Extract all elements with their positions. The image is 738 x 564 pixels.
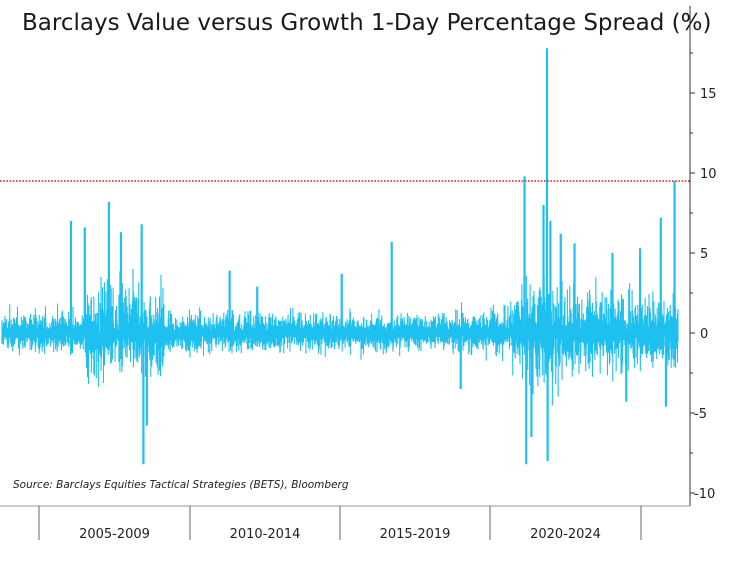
x-category-label: 2015-2019	[380, 527, 451, 542]
y-axis: 15 10 5 0 -5 -10	[689, 6, 717, 506]
x-category-label: 2020-2024	[530, 527, 601, 542]
y-tick-label: 0	[700, 327, 708, 342]
source-note: Source: Barclays Equities Tactical Strat…	[13, 479, 349, 491]
y-tick-label: -10	[694, 487, 715, 502]
y-tick-label: 5	[700, 247, 708, 262]
x-axis: 2005-2009 2010-2014 2015-2019 2020-2024	[0, 505, 690, 542]
y-tick-label: -5	[694, 407, 707, 422]
x-category-label: 2010-2014	[230, 527, 301, 542]
x-category-label: 2005-2009	[79, 527, 150, 542]
spread-series-bars	[1, 267, 679, 406]
plot-area	[0, 48, 690, 465]
y-tick-label: 10	[700, 167, 717, 182]
y-tick-label: 15	[700, 87, 717, 102]
chart-title: Barclays Value versus Growth 1-Day Perce…	[22, 10, 712, 36]
